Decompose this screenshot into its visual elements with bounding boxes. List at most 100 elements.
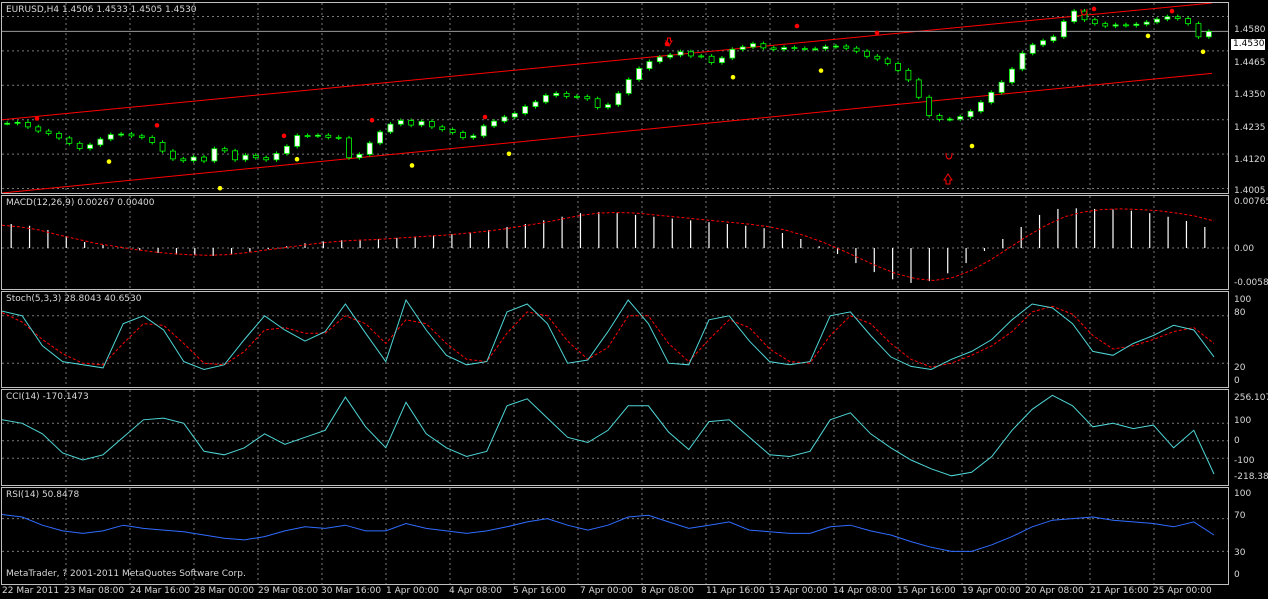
candle-body [667,54,674,58]
candle-body [315,134,321,137]
time-axis-label: 14 Apr 08:00 [833,586,892,596]
candle-body [1019,52,1026,70]
candle-body [1050,36,1057,42]
candle-body [263,157,270,161]
time-axis-label: 11 Apr 16:00 [706,586,765,596]
candle-body [1029,44,1036,54]
fractal-up-dot [369,117,375,123]
stoch-axis-label: 80 [1234,308,1246,318]
candle-body [118,133,125,136]
rsi-pane[interactable]: RSI(14) 50.8478 [1,487,1229,585]
candle-body [832,45,839,48]
channel-lower-line [2,72,1213,193]
candle-body [273,153,280,161]
rsi-title: RSI(14) 50.8478 [6,490,80,500]
macd-axis-label: 0.00765 [1234,197,1268,207]
time-axis-label: 30 Mar 16:00 [321,586,382,596]
rsi-axis-label: 0 [1234,570,1240,580]
time-axis-label: 22 Mar 2011 [2,586,60,596]
fractal-down-dot [969,143,975,149]
candle-body [864,50,870,57]
cci-chart[interactable] [2,390,1228,485]
candle-body [853,47,860,52]
time-axis-label: 4 Apr 08:00 [449,586,502,596]
candle-body [1071,10,1078,22]
fractal-up-dot [874,30,880,36]
candle-body [346,137,352,159]
candle-body [283,145,290,154]
main-price-pane[interactable]: EURUSD,H4 1.4506 1.4533 1.4505 1.4530 [1,2,1229,194]
candle-body [14,121,21,124]
stoch-axis-label: 20 [1234,363,1246,373]
fractal-up-dot [281,133,287,139]
fractal-down-dot [294,156,300,162]
time-axis-label: 7 Apr 00:00 [580,586,633,596]
candle-body [646,61,653,69]
macd-pane[interactable]: MACD(12,26,9) 0.00267 0.00400 [1,195,1229,290]
time-axis-label: 24 Mar 16:00 [130,586,191,596]
candle-body [677,51,684,56]
fractal-down-dot [506,151,512,157]
candle-body [719,57,725,63]
candle-body [128,133,135,137]
fractal-down-dot [730,74,736,80]
fractal-up-dot [154,123,160,128]
candle-body [201,156,207,162]
candle-body [978,101,984,112]
candle-body [97,138,104,146]
stoch-axis-label: 0 [1234,376,1240,386]
candle-body [387,123,394,133]
macd-chart[interactable] [2,196,1228,289]
candle-body [480,125,487,137]
time-axis-label: 15 Apr 16:00 [897,586,956,596]
main-chart-title: EURUSD,H4 1.4506 1.4533 1.4505 1.4530 [6,5,197,15]
cci-pane[interactable]: CCI(14) -170.1473 [1,389,1229,486]
candle-body [1205,31,1212,38]
candle-body [1143,21,1150,25]
candle-body [304,135,311,137]
stochastic-chart[interactable] [2,292,1228,387]
fractal-up-dot [34,116,40,121]
candle-body [522,106,529,114]
candle-body [66,137,73,144]
time-axis-label: 21 Apr 16:00 [1090,586,1149,596]
candle-body [936,115,943,120]
cci-line [2,394,1215,477]
fractal-down-dot [217,185,223,191]
candle-body [1185,18,1192,25]
cci-axis-label: 100 [1234,416,1252,426]
candle-body [356,154,363,159]
candle-body [822,46,829,50]
turn-marker-icon [1080,8,1088,16]
candle-body [232,150,238,161]
candle-body [1112,24,1119,27]
fractal-down-dot [1145,33,1151,39]
candle-body [159,142,166,152]
stochastic-main-line [2,298,1215,371]
rsi-axis-label: 70 [1234,511,1246,521]
candle-body [138,135,145,138]
candle-body [460,132,466,139]
candle-body [4,122,11,125]
candle-body [967,110,974,118]
candle-body [801,48,808,50]
price-axis-label: 1.4235 [1234,123,1266,133]
turn-marker-icon [945,152,953,160]
macd-title: MACD(12,26,9) 0.00267 0.00400 [6,198,155,208]
rsi-chart[interactable] [2,488,1228,584]
candle-body [470,135,477,139]
candle-body [449,129,456,133]
stochastic-title: Stoch(5,3,3) 28.8043 40.6530 [6,294,142,304]
candle-body [408,120,415,126]
candle-body [946,118,953,121]
stochastic-pane[interactable]: Stoch(5,3,3) 28.8043 40.6530 [1,291,1229,388]
fractal-down-dot [106,159,112,164]
price-axis-label: 1.4350 [1234,90,1266,100]
fractal-up-dot [794,23,800,29]
candle-body [884,58,891,64]
candle-body [542,95,549,103]
candle-body [439,126,446,130]
price-chart[interactable] [2,3,1228,193]
candle-body [242,154,249,161]
